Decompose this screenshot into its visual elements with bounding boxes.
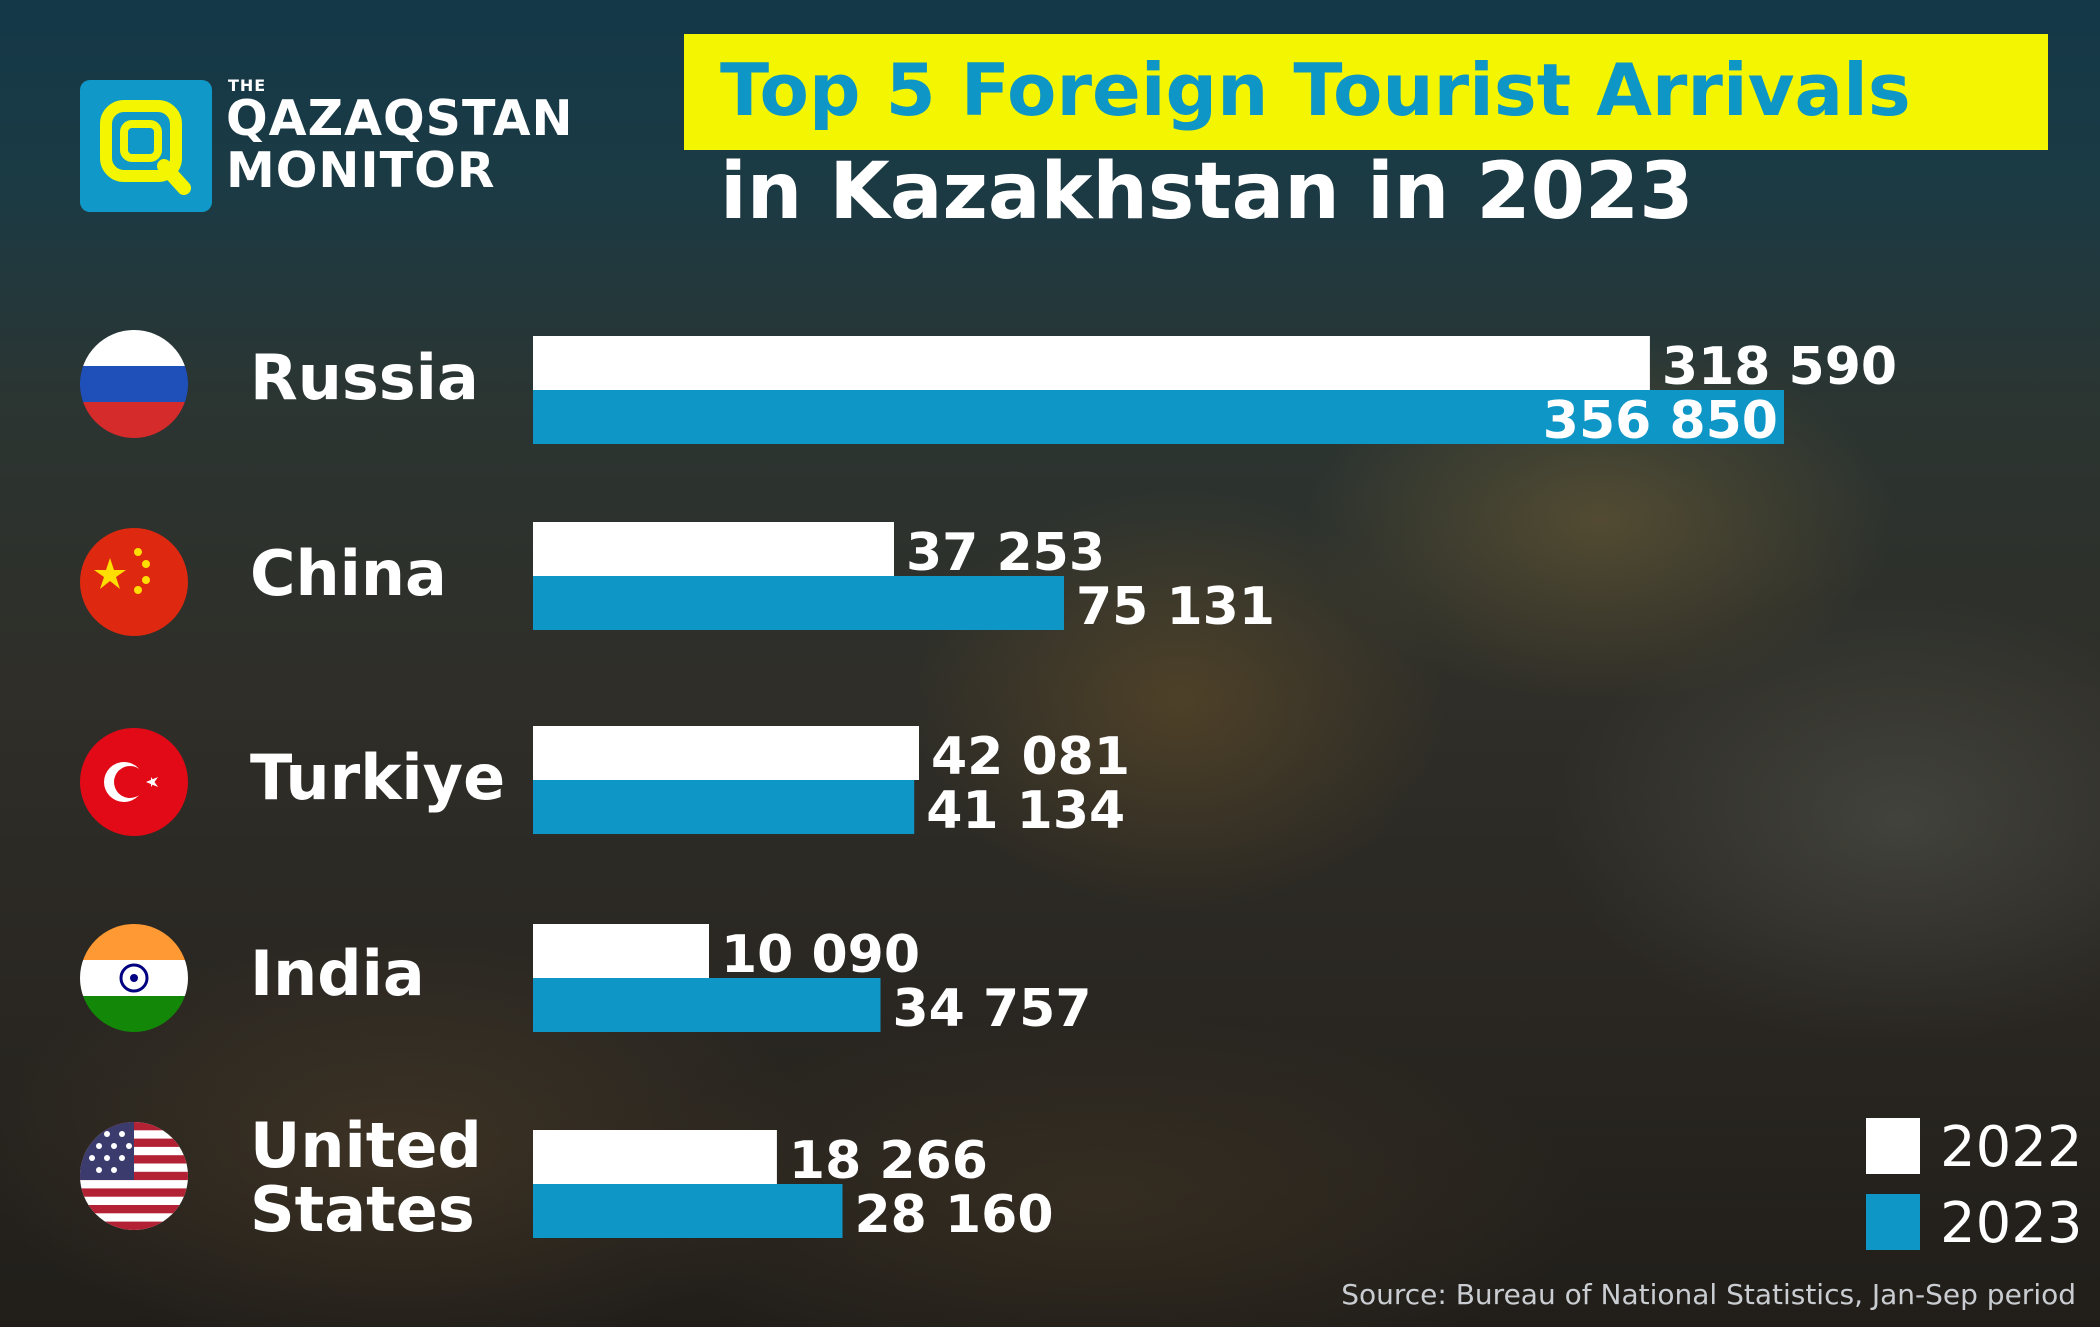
logo-the-text: THE: [228, 76, 267, 95]
legend-label-2022: 2022: [1940, 1115, 2083, 1180]
data-label-turkiye-2022: 42 081: [931, 727, 1130, 787]
data-label-united-states-2023: 28 160: [855, 1185, 1054, 1245]
legend-label-2023: 2023: [1940, 1191, 2083, 1256]
logo-brand-line2: MONITOR: [226, 142, 496, 199]
bar-turkiye-2023: [533, 780, 915, 834]
bar-china-2023: [533, 576, 1064, 630]
logo-brand-line1: QAZAQSTAN: [226, 90, 574, 147]
china-flag-icon: [80, 528, 188, 636]
data-label-turkiye-2023: 41 134: [926, 781, 1125, 841]
legend-swatch-2022: [1866, 1118, 1920, 1174]
data-label-china-2023: 75 131: [1076, 577, 1275, 637]
country-label-india: India: [250, 937, 425, 1010]
bar-russia-2023: [533, 390, 1784, 444]
data-label-india-2023: 34 757: [893, 979, 1092, 1039]
data-label-united-states-2022: 18 266: [789, 1131, 988, 1191]
source-note: Source: Bureau of National Statistics, J…: [1341, 1278, 2076, 1311]
chart-subtitle: in Kazakhstan in 2023: [720, 147, 1694, 237]
country-label-china: China: [250, 537, 447, 610]
legend-swatch-2023: [1866, 1194, 1920, 1250]
russia-flag-icon: [80, 330, 188, 438]
chart-title: Top 5 Foreign Tourist Arrivals: [720, 48, 1911, 132]
country-label-russia: Russia: [250, 341, 479, 414]
bar-india-2022: [533, 924, 709, 978]
bar-india-2023: [533, 978, 881, 1032]
india-flag-icon: [80, 924, 188, 1032]
turkiye-flag-icon: [80, 728, 188, 836]
bar-china-2022: [533, 522, 894, 576]
usa-flag-icon: [80, 1122, 188, 1230]
data-label-russia-2023: 356 850: [1543, 391, 1778, 451]
data-label-russia-2022: 318 590: [1662, 337, 1897, 397]
title-highlight: [684, 34, 2048, 150]
bar-russia-2022: [533, 336, 1650, 390]
bar-turkiye-2022: [533, 726, 919, 780]
qazaqstan-monitor-logo-icon: [80, 80, 212, 212]
country-label-states: States: [250, 1173, 475, 1246]
data-label-china-2022: 37 253: [906, 523, 1105, 583]
country-label-united: United: [250, 1109, 482, 1182]
data-label-india-2022: 10 090: [721, 925, 920, 985]
bar-united-states-2023: [533, 1184, 843, 1238]
bar-united-states-2022: [533, 1130, 777, 1184]
country-label-turkiye: Turkiye: [250, 741, 506, 814]
